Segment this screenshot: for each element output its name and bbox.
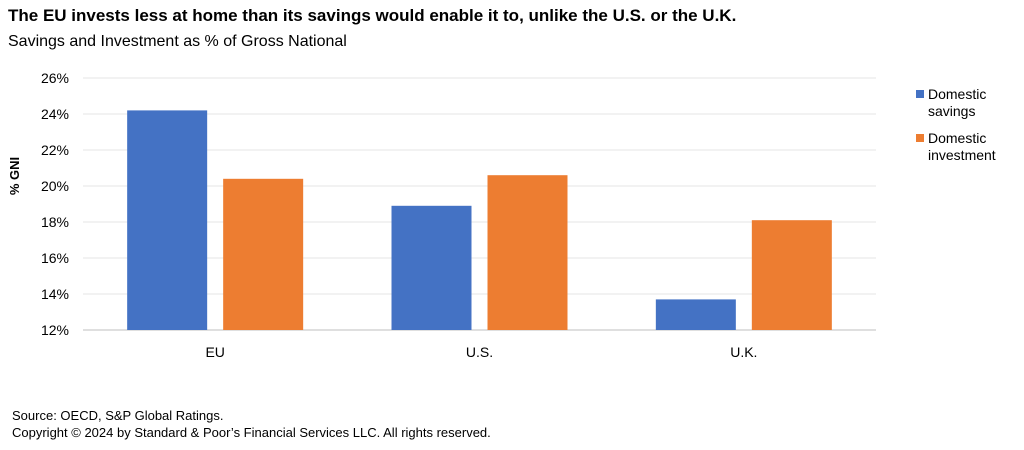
footer: Source: OECD, S&P Global Ratings. Copyri… (12, 407, 491, 441)
chart-title: The EU invests less at home than its sav… (8, 6, 737, 25)
x-axis-ticks: EU U.S. U.K. (205, 344, 757, 360)
copyright-note: Copyright © 2024 by Standard & Poor’s Fi… (12, 425, 491, 440)
source-note: Source: OECD, S&P Global Ratings. (12, 408, 224, 423)
legend-item-investment: Domestic investment (916, 130, 1020, 164)
bars (127, 110, 832, 331)
y-tick-label: 24% (41, 106, 69, 122)
y-tick-label: 22% (41, 142, 69, 158)
y-tick-label: 20% (41, 178, 69, 194)
x-tick-label: U.S. (466, 344, 493, 360)
x-tick-label: U.K. (730, 344, 757, 360)
legend-label-savings: Domestic savings (928, 86, 987, 119)
chart-subtitle: Savings and Investment as % of Gross Nat… (8, 33, 347, 50)
bar-savings-1 (391, 205, 472, 330)
bar-chart: 12% 14% 16% 18% 20% 22% 24% 26% EU U.S. U.K. % GN… (7, 70, 876, 360)
bar-investment-2 (751, 220, 832, 330)
y-tick-label: 12% (41, 322, 69, 338)
gridlines (83, 77, 876, 331)
bar-savings-0 (127, 110, 208, 331)
y-tick-label: 16% (41, 250, 69, 266)
bar-savings-2 (655, 299, 736, 330)
y-tick-label: 26% (41, 70, 69, 86)
bar-investment-1 (487, 175, 568, 330)
legend: Domestic savings Domestic investment (916, 86, 1020, 174)
legend-swatch-savings (916, 90, 924, 98)
legend-swatch-investment (916, 134, 924, 142)
bar-investment-0 (223, 178, 304, 330)
legend-label-investment: Domestic investment (928, 130, 996, 163)
y-axis-label: % GNI (7, 157, 22, 195)
x-tick-label: EU (205, 344, 224, 360)
y-tick-label: 14% (41, 286, 69, 302)
y-axis-ticks: 12% 14% 16% 18% 20% 22% 24% 26% (41, 70, 69, 338)
y-tick-label: 18% (41, 214, 69, 230)
legend-item-savings: Domestic savings (916, 86, 1020, 120)
